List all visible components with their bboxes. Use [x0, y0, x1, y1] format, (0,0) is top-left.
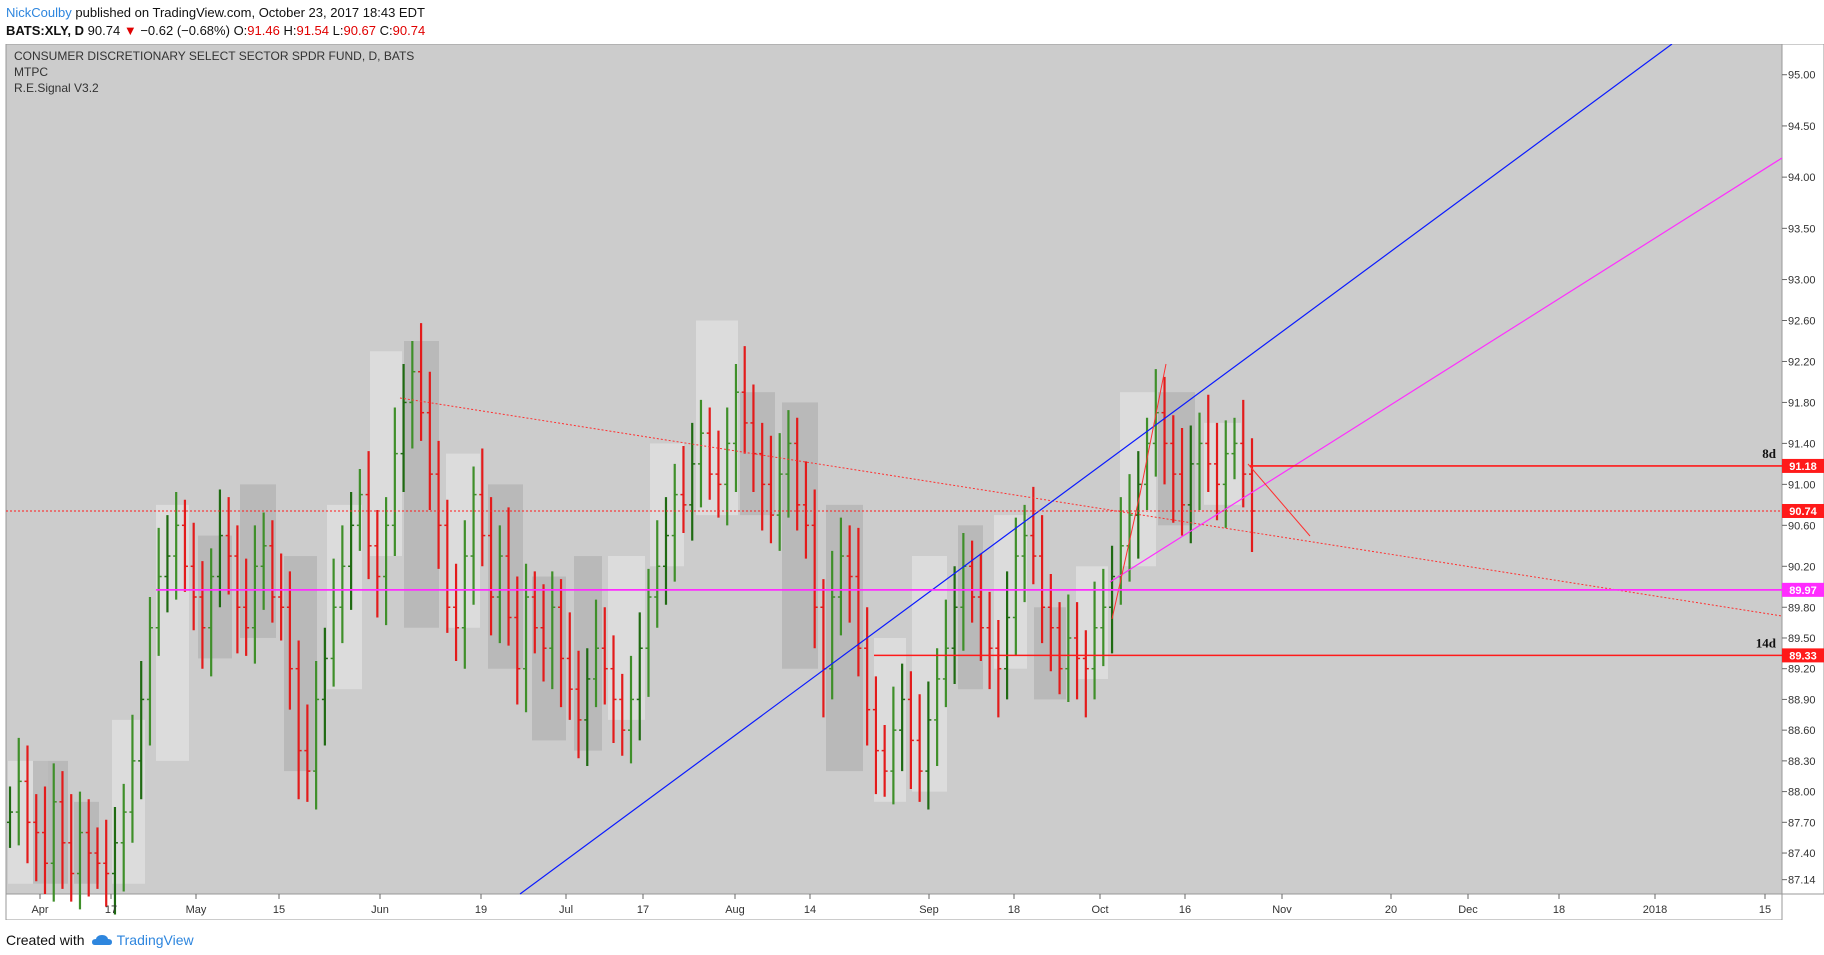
x-tick-label: Nov — [1272, 904, 1292, 916]
level-price-label: 91.18 — [1789, 461, 1817, 473]
y-tick-label: 91.00 — [1788, 479, 1816, 491]
x-tick-label: 19 — [475, 904, 487, 916]
y-tick-label: 95.00 — [1788, 70, 1816, 82]
y-tick-label: 90.20 — [1788, 561, 1816, 573]
session-box — [198, 535, 232, 659]
x-tick-label: Apr — [31, 904, 48, 916]
x-tick-label: May — [186, 904, 207, 916]
session-box — [696, 320, 738, 516]
publish-line: NickCoulby published on TradingView.com,… — [6, 4, 1806, 22]
quote-line: BATS:XLY, D 90.74 ▼ −0.62 (−0.68%) O:91.… — [6, 22, 1806, 40]
created-with-text: Created with — [6, 932, 85, 948]
y-tick-label: 93.00 — [1788, 275, 1816, 287]
tradingview-brand[interactable]: TradingView — [91, 932, 194, 948]
session-box — [74, 801, 99, 884]
y-tick-label: 89.80 — [1788, 602, 1816, 614]
y-tick-label: 92.60 — [1788, 316, 1816, 328]
session-box — [740, 392, 775, 516]
level-price-label: 90.74 — [1789, 506, 1817, 518]
y-tick-label: 91.80 — [1788, 397, 1816, 409]
close-value: 90.74 — [392, 23, 426, 38]
session-box — [156, 504, 189, 761]
x-tick-label: Jun — [371, 904, 389, 916]
x-tick-label: Aug — [725, 904, 745, 916]
y-tick-label: 88.30 — [1788, 756, 1816, 768]
low-label: L: — [332, 23, 344, 38]
legend-mtpc: MTPC — [14, 65, 48, 79]
legend-signal: R.E.Signal V3.2 — [14, 81, 99, 95]
level-duration-tag: 8d — [1762, 446, 1777, 461]
low-value: 90.67 — [343, 23, 377, 38]
published-text: published on TradingView.com, October 23… — [75, 5, 425, 20]
footer: Created with TradingView — [6, 930, 194, 950]
y-tick-label: 88.60 — [1788, 725, 1816, 737]
change-text: −0.62 (−0.68%) — [140, 23, 230, 38]
x-tick-label: 17 — [105, 904, 117, 916]
x-tick-label: 15 — [273, 904, 285, 916]
down-arrow-icon: ▼ — [123, 23, 137, 38]
session-box — [912, 556, 947, 792]
session-box — [874, 637, 906, 802]
tradingview-cloud-icon — [91, 935, 112, 945]
session-boxes — [8, 320, 1241, 884]
open-label: O: — [233, 23, 248, 38]
x-tick-label: 15 — [1759, 904, 1771, 916]
chart-header: NickCoulby published on TradingView.com,… — [6, 4, 1806, 40]
x-tick-label: Oct — [1091, 904, 1108, 916]
x-tick-label: 14 — [804, 904, 816, 916]
x-tick-label: Jul — [559, 904, 573, 916]
session-box — [112, 719, 145, 884]
last-price: 90.74 — [87, 23, 121, 38]
level-price-tag — [1782, 648, 1824, 663]
downtrend-dotted-line — [399, 397, 1783, 617]
high-label: H: — [283, 23, 297, 38]
ohlc-bars — [7, 323, 1255, 915]
y-tick-label: 94.50 — [1788, 121, 1816, 133]
price-axis-ticks: 87.14 87.40 87.70 88.00 88.30 88.60 88.90 89.20… — [1782, 70, 1816, 887]
level-duration-tag: 14d — [1756, 635, 1777, 650]
level-price-tag — [1782, 458, 1824, 473]
y-tick-label: 92.20 — [1788, 356, 1816, 368]
x-tick-label: 20 — [1385, 904, 1397, 916]
chart-area[interactable]: 91.18 8d 90.74 89.97 89.33 14d 87.14 87.40 87.7… — [0, 44, 1824, 920]
price-levels: 91.18 8d 90.74 89.97 89.33 14d — [6, 446, 1824, 663]
time-axis[interactable] — [5, 893, 1783, 920]
brand-text: TradingView — [116, 932, 194, 948]
y-tick-label: 90.60 — [1788, 520, 1816, 532]
y-tick-label: 94.00 — [1788, 172, 1816, 184]
x-tick-label: 18 — [1008, 904, 1020, 916]
close-label: C: — [379, 23, 393, 38]
time-axis-ticks: Apr 17 May 15 Jun 19 Jul 17 Aug 14 Sep 18 Oct 16 Nov 20… — [31, 894, 1771, 916]
y-tick-label: 89.20 — [1788, 664, 1816, 676]
level-price-label: 89.97 — [1789, 585, 1817, 597]
y-tick-label: 89.50 — [1788, 633, 1816, 645]
x-tick-label: Dec — [1458, 904, 1478, 916]
level-price-tag — [1782, 582, 1824, 597]
x-tick-label: Sep — [919, 904, 939, 916]
y-tick-label: 91.40 — [1788, 438, 1816, 450]
projection-up-arrow — [1111, 363, 1167, 620]
high-value: 91.54 — [296, 23, 330, 38]
open-value: 91.46 — [247, 23, 280, 38]
symbol-text: BATS:XLY, D — [6, 23, 85, 38]
x-tick-label: 17 — [637, 904, 649, 916]
y-tick-label: 88.90 — [1788, 694, 1816, 706]
session-box — [446, 453, 480, 628]
x-tick-label: 16 — [1179, 904, 1191, 916]
y-tick-label: 88.00 — [1788, 787, 1816, 799]
y-tick-label: 87.40 — [1788, 848, 1816, 860]
blue-trendline — [519, 44, 1673, 895]
level-price-tag — [1782, 503, 1824, 518]
y-tick-label: 93.50 — [1788, 223, 1816, 235]
x-tick-label: 18 — [1553, 904, 1565, 916]
x-tick-label: 2018 — [1643, 904, 1667, 916]
author-link[interactable]: NickCoulby — [6, 5, 72, 20]
session-box — [327, 504, 362, 690]
legend-title: CONSUMER DISCRETIONARY SELECT SECTOR SPD… — [14, 49, 414, 63]
price-chart[interactable]: 91.18 8d 90.74 89.97 89.33 14d 87.14 87.40 87.7… — [0, 44, 1824, 920]
level-price-label: 89.33 — [1789, 650, 1817, 662]
y-tick-label: 87.70 — [1788, 817, 1816, 829]
y-tick-label: 87.14 — [1788, 875, 1816, 887]
projection-down-arrow — [1247, 463, 1311, 537]
